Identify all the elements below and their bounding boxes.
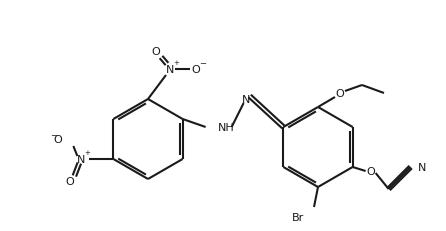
Text: O: O xyxy=(192,65,200,75)
Text: N: N xyxy=(417,162,426,172)
Text: Br: Br xyxy=(292,212,304,222)
Text: −: − xyxy=(50,131,57,140)
Text: O: O xyxy=(152,47,161,57)
Text: O: O xyxy=(366,166,375,176)
Text: N: N xyxy=(77,154,86,164)
Text: N: N xyxy=(166,65,174,75)
Text: O: O xyxy=(54,134,62,144)
Text: N: N xyxy=(241,94,250,105)
Text: −: − xyxy=(199,59,206,68)
Text: +: + xyxy=(173,60,179,66)
Text: O: O xyxy=(336,89,344,99)
Text: +: + xyxy=(84,149,90,155)
Text: NH: NH xyxy=(218,122,235,132)
Text: O: O xyxy=(65,176,74,186)
